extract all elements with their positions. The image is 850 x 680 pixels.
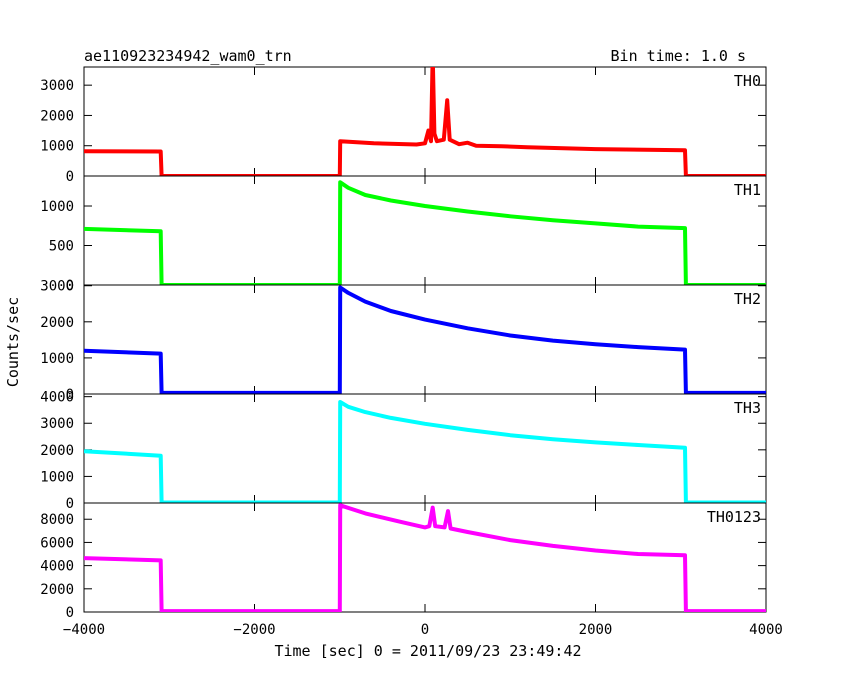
x-tick-label: 0 (421, 622, 429, 638)
y-tick-label-th2: 2000 (40, 315, 74, 331)
y-tick-label-th3: 1000 (40, 469, 74, 485)
series-line-th0123 (84, 503, 766, 612)
y-tick-label-th0123: 6000 (40, 535, 74, 551)
panel-th1: 0 500 1000 TH1 (40, 175, 767, 294)
x-tick-label: 2000 (579, 622, 613, 638)
panel-th2: 0 1000 2000 3000 TH2 (40, 279, 767, 403)
panel-label-th0123: TH0123 (707, 508, 761, 526)
panel-frame-th1 (83, 175, 767, 286)
y-tick-label-th1: 1000 (40, 199, 74, 215)
y-tick-label-th1: 500 (49, 239, 74, 255)
y-tick-label-th3: 4000 (40, 390, 74, 406)
panel-th0123: 0 2000 4000 6000 8000 TH0123 (40, 502, 767, 621)
y-tick-label-th0123: 0 (66, 605, 74, 621)
x-tick-label: −4000 (63, 622, 105, 638)
y-tick-label-th0: 3000 (40, 78, 74, 94)
panel-label-th1: TH1 (734, 181, 761, 199)
y-tick-label-th2: 0 (66, 387, 74, 403)
panels: 0 1000 2000 3000 TH0 0 500 1000 TH1 0 1000 2000 3000… (40, 66, 783, 638)
panel-frame-th2 (83, 284, 767, 395)
y-tick-label-th0123: 8000 (40, 512, 74, 528)
y-tick-label-th1: 0 (66, 278, 74, 294)
panel-label-th2: TH2 (734, 290, 761, 308)
y-tick-label-th2: 1000 (40, 351, 74, 367)
x-tick-label: 4000 (749, 622, 783, 638)
panel-th0: 0 1000 2000 3000 TH0 (40, 66, 767, 185)
bin-time-label: Bin time: 1.0 s (611, 47, 746, 65)
y-tick-label-th3: 0 (66, 496, 74, 512)
y-tick-label-th3: 3000 (40, 416, 74, 432)
series-line-th0 (84, 67, 766, 176)
y-tick-label-th3: 2000 (40, 443, 74, 459)
y-tick-label-th0: 2000 (40, 108, 74, 124)
y-axis-label: Counts/sec (4, 297, 22, 387)
x-axis-label: Time [sec] 0 = 2011/09/23 23:49:42 (274, 642, 581, 660)
chart-title: ae110923234942_wam0_trn (84, 47, 292, 65)
y-tick-label-th0123: 2000 (40, 582, 74, 598)
y-tick-label-th0: 1000 (40, 139, 74, 155)
panel-frame-th0 (83, 66, 767, 177)
y-tick-label-th2: 3000 (40, 279, 74, 295)
panel-label-th3: TH3 (734, 399, 761, 417)
panel-th3: 0 1000 2000 3000 4000 TH3 (40, 390, 767, 512)
y-tick-label-th0123: 4000 (40, 559, 74, 575)
panel-frame-th0123 (83, 502, 767, 613)
series-line-th2 (84, 285, 766, 394)
panel-frame-th3 (83, 393, 767, 504)
x-tick-label: −2000 (233, 622, 275, 638)
series-line-th3 (84, 400, 766, 503)
y-tick-label-th0: 0 (66, 169, 74, 185)
panel-label-th0: TH0 (734, 72, 761, 90)
series-line-th1 (84, 180, 766, 285)
